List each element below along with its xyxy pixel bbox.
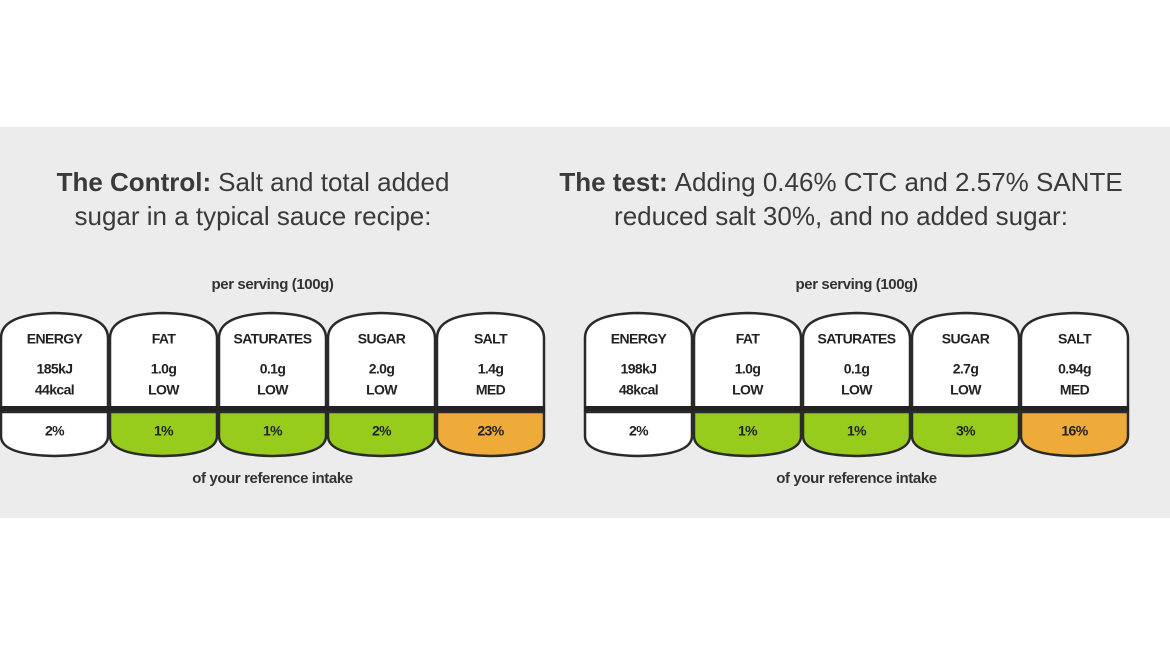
- nutrient-amount: 0.1g: [260, 361, 286, 377]
- nutrient-level: LOW: [148, 382, 180, 398]
- panel-title-line: sugar in a typical sauce recipe:: [75, 201, 432, 231]
- nutrient-cell: SUGAR 2.7g LOW 3%: [910, 311, 1021, 458]
- cell-divider: [327, 406, 436, 412]
- nutrient-name: SALT: [1058, 331, 1092, 347]
- reference-intake: of your reference intake: [192, 470, 353, 487]
- cell-top: [217, 311, 328, 412]
- cell-divider: [218, 406, 327, 412]
- cell-divider: [109, 406, 218, 412]
- nutrient-percent: 2%: [372, 423, 392, 439]
- cell-divider: [911, 406, 1020, 412]
- nutrient-percent: 16%: [1061, 423, 1088, 439]
- panel-title: The Control: Salt and total added: [57, 167, 450, 197]
- nutrient-amount: 1.4g: [478, 361, 504, 377]
- cell-top: [1019, 311, 1130, 412]
- nutrient-cell: ENERGY 185kJ 44kcal 2%: [0, 311, 110, 458]
- nutrient-cell: FAT 1.0g LOW 1%: [692, 311, 803, 458]
- title-bold: The test:: [559, 167, 667, 197]
- nutrient-level: LOW: [841, 382, 873, 398]
- cell-bottom: [0, 410, 110, 458]
- nutrient-percent: 2%: [45, 423, 65, 439]
- nutrient-cell: FAT 1.0g LOW 1%: [108, 311, 219, 458]
- cell-divider: [693, 406, 802, 412]
- nutrient-percent: 1%: [847, 423, 867, 439]
- nutrient-name: FAT: [736, 331, 761, 347]
- cell-divider: [0, 406, 109, 412]
- cell-divider: [436, 406, 545, 412]
- title-text: Salt and total added: [218, 167, 449, 197]
- cell-bottom: [217, 410, 328, 458]
- nutrient-level: LOW: [732, 382, 764, 398]
- cell-top: [0, 311, 110, 412]
- cell-bottom: [435, 410, 546, 458]
- nutrient-level: LOW: [257, 382, 289, 398]
- nutrient-percent: 2%: [629, 423, 649, 439]
- cell-top: [692, 311, 803, 412]
- cell-bottom: [1019, 410, 1130, 458]
- nutrient-name: ENERGY: [611, 331, 668, 347]
- nutrient-level: MED: [476, 382, 506, 398]
- nutrient-amount: 2.0g: [369, 361, 395, 377]
- reference-intake: of your reference intake: [776, 470, 937, 487]
- nutrient-cell: SUGAR 2.0g LOW 2%: [326, 311, 437, 458]
- per-serving: per serving (100g): [795, 276, 917, 293]
- nutrient-cell: ENERGY 198kJ 48kcal 2%: [583, 311, 694, 458]
- nutrient-level: LOW: [950, 382, 982, 398]
- nutrient-level: 44kcal: [35, 382, 74, 398]
- nutrient-name: SATURATES: [817, 331, 895, 347]
- nutrient-percent: 1%: [738, 423, 758, 439]
- title-bold: The Control:: [57, 167, 212, 197]
- nutrient-amount: 198kJ: [621, 361, 657, 377]
- nutrient-name: SALT: [474, 331, 508, 347]
- nutrient-cell: SALT 1.4g MED 23%: [435, 311, 546, 458]
- nutrient-name: FAT: [152, 331, 177, 347]
- nutrient-name: ENERGY: [27, 331, 84, 347]
- nutrient-level: 48kcal: [619, 382, 658, 398]
- nutrient-level: MED: [1060, 382, 1090, 398]
- title-text: Adding 0.46% CTC and 2.57% SANTE: [675, 167, 1123, 197]
- nutrient-cell: SALT 0.94g MED 16%: [1019, 311, 1130, 458]
- cell-divider: [802, 406, 911, 412]
- cell-top: [801, 311, 912, 412]
- nutrient-cell: SATURATES 0.1g LOW 1%: [801, 311, 912, 458]
- nutrient-percent: 23%: [477, 423, 504, 439]
- nutrient-name: SUGAR: [358, 331, 406, 347]
- cell-bottom: [326, 410, 437, 458]
- cell-top: [326, 311, 437, 412]
- nutrient-amount: 1.0g: [735, 361, 761, 377]
- nutrient-name: SUGAR: [942, 331, 990, 347]
- cell-bottom: [692, 410, 803, 458]
- nutrient-amount: 2.7g: [953, 361, 979, 377]
- nutrient-level: LOW: [366, 382, 398, 398]
- cell-top: [435, 311, 546, 412]
- cell-bottom: [801, 410, 912, 458]
- nutrient-name: SATURATES: [233, 331, 311, 347]
- cell-top: [108, 311, 219, 412]
- cell-bottom: [583, 410, 694, 458]
- nutrient-percent: 1%: [154, 423, 174, 439]
- nutrient-amount: 185kJ: [37, 361, 73, 377]
- cell-bottom: [910, 410, 1021, 458]
- nutrient-amount: 0.1g: [844, 361, 870, 377]
- panel-title-line: reduced salt 30%, and no added sugar:: [614, 201, 1068, 231]
- cell-bottom: [108, 410, 219, 458]
- panel-title: The test: Adding 0.46% CTC and 2.57% SANT…: [559, 167, 1122, 197]
- cell-divider: [584, 406, 693, 412]
- nutrient-amount: 0.94g: [1058, 361, 1091, 377]
- cell-top: [583, 311, 694, 412]
- nutrient-cell: SATURATES 0.1g LOW 1%: [217, 311, 328, 458]
- nutrient-amount: 1.0g: [151, 361, 177, 377]
- per-serving: per serving (100g): [211, 276, 333, 293]
- cell-divider: [1020, 406, 1129, 412]
- cell-top: [910, 311, 1021, 412]
- nutrient-percent: 3%: [956, 423, 976, 439]
- nutrient-percent: 1%: [263, 423, 283, 439]
